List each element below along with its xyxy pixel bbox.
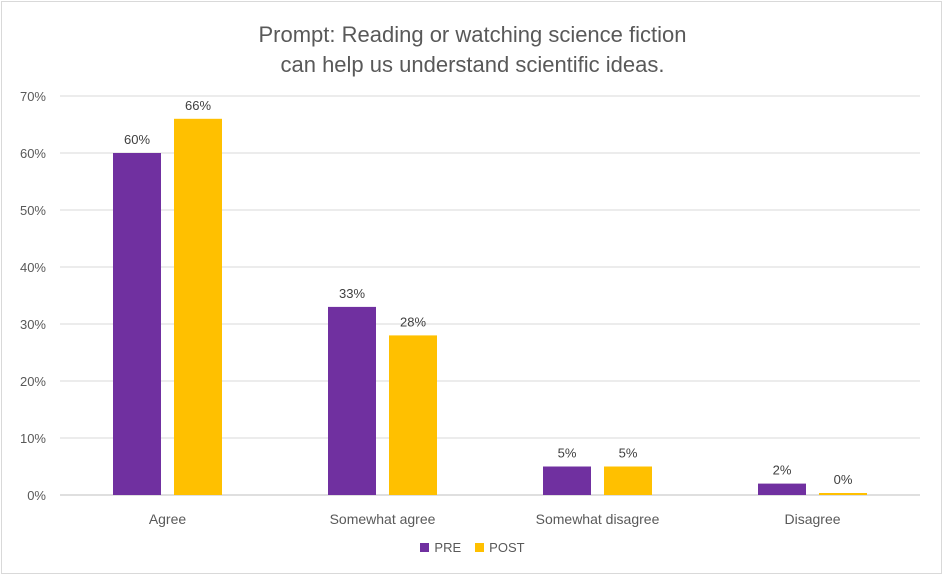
x-tick-label: Agree bbox=[149, 511, 187, 527]
data-label-pre: 33% bbox=[339, 286, 365, 301]
data-label-post: 5% bbox=[619, 446, 638, 461]
legend-label-post: POST bbox=[489, 540, 525, 555]
y-tick-label: 20% bbox=[20, 374, 46, 389]
y-tick-label: 70% bbox=[20, 89, 46, 104]
y-tick-label: 10% bbox=[20, 431, 46, 446]
legend-label-pre: PRE bbox=[434, 540, 462, 555]
legend-swatch-post bbox=[475, 543, 485, 552]
y-tick-label: 0% bbox=[27, 488, 46, 503]
chart-title-line-1: Prompt: Reading or watching science fict… bbox=[258, 22, 687, 47]
bar-post bbox=[174, 118, 222, 496]
y-tick-label: 40% bbox=[20, 260, 46, 275]
data-label-post: 28% bbox=[400, 314, 426, 329]
chart-title-line-2: can help us understand scientific ideas. bbox=[280, 52, 665, 77]
data-label-post: 0% bbox=[834, 472, 853, 487]
legend-item-pre: PRE bbox=[420, 540, 461, 555]
bar-pre bbox=[113, 153, 161, 495]
data-label-pre: 60% bbox=[124, 132, 150, 147]
bar-post bbox=[389, 335, 437, 495]
y-tick-label: 60% bbox=[20, 146, 46, 161]
legend-item-post: POST bbox=[475, 540, 525, 555]
bar-pre bbox=[758, 483, 806, 495]
y-tick-label: 30% bbox=[20, 317, 46, 332]
bar-post bbox=[819, 493, 867, 495]
data-label-pre: 5% bbox=[558, 446, 577, 461]
legend-swatch-pre bbox=[420, 543, 430, 552]
x-tick-label: Disagree bbox=[784, 511, 840, 527]
data-label-post: 66% bbox=[185, 98, 211, 113]
bar-pre bbox=[543, 466, 591, 495]
data-label-pre: 2% bbox=[773, 463, 792, 478]
y-tick-label: 50% bbox=[20, 203, 46, 218]
chart-title: Prompt: Reading or watching science fict… bbox=[2, 20, 943, 80]
bar-pre bbox=[328, 306, 376, 495]
bar-post bbox=[604, 466, 652, 495]
legend: PRE POST bbox=[2, 540, 943, 555]
x-tick-label: Somewhat agree bbox=[330, 511, 436, 527]
x-tick-label: Somewhat disagree bbox=[536, 511, 660, 527]
